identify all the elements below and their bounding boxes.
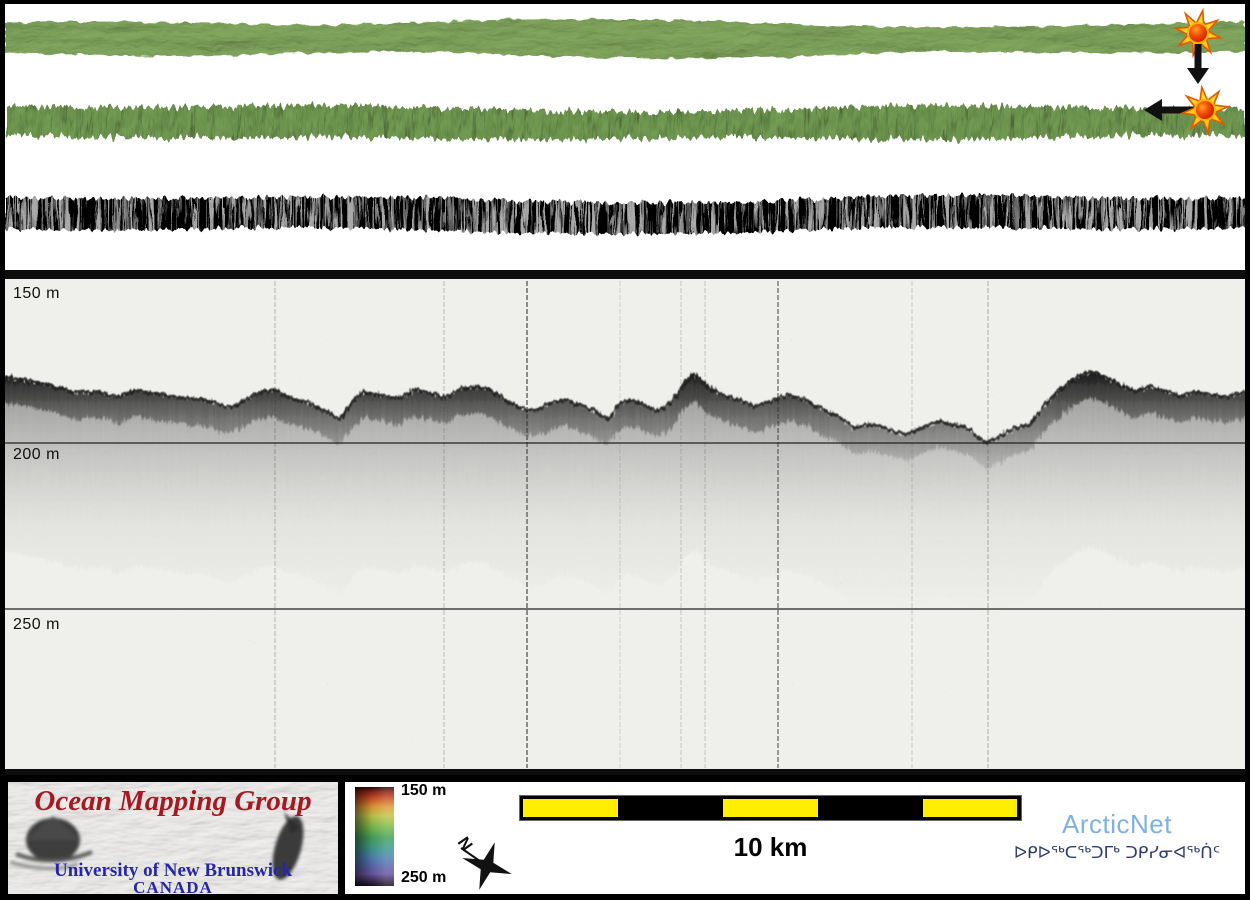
omg-logo-background [8,782,338,894]
omg-country: CANADA [133,878,213,894]
starburst-icon [1179,84,1231,136]
scale-bar-segment [923,799,1017,817]
scale-bar [519,795,1022,821]
depth-label-200: 200 m [13,446,60,463]
north-label: N [454,833,477,854]
depth-gridlines [5,442,1245,610]
omg-title: Ocean Mapping Group [34,785,312,817]
arcticnet-logo: ArcticNet ᐅᑭᐅᖅᑕᖅᑐᒥᒃ ᑐᑭᓯᓂᐊᖅᑏᑦ [989,809,1245,863]
omg-subtitle: University of New Brunswick [53,860,293,881]
arcticnet-name: ArcticNet [1062,809,1172,839]
noise-lines [274,281,989,768]
scale-bar-segment [523,799,618,817]
colorbar-bottom-label: 250 m [401,869,447,886]
seafloor-reflector-band [5,371,1245,469]
depth-label-250: 250 m [13,616,60,633]
starburst-icon [1172,7,1224,59]
legend-panel: 150 m 250 m N 10 km ArcticNet ᐅᑭᐅᖅᑕ [345,782,1245,894]
arcticnet-inuktitut: ᐅᑭᐅᖅᑕᖅᑐᒥᒃ ᑐᑭᓯᓂᐊᖅᑏᑦ [1013,843,1221,863]
swath-section [5,4,1245,270]
backscatter-swath [5,188,1245,238]
seafloor-crest [5,369,1245,445]
colorbar-top-label: 150 m [401,782,447,799]
starburst-marker-1 [1172,7,1224,84]
sonar-target-left [9,816,93,870]
sonar-target-right [272,812,304,880]
bathymetry-swath-2 [5,98,1245,146]
echogram-plot [5,279,1245,769]
subbottom-echogram: 150 m 200 m 250 m [5,270,1245,775]
depth-colorbar [355,787,394,886]
omg-logo: Ocean Mapping Group University of New Br… [8,782,338,894]
north-arrow: N [454,833,512,890]
bathymetry-swath-1 [5,14,1245,62]
left-arrow-icon [1144,99,1210,121]
starburst-marker-2 [1144,84,1231,136]
scale-bar-segment [723,799,818,817]
footer: Ocean Mapping Group University of New Br… [0,775,1250,900]
depth-label-150: 150 m [13,285,60,302]
down-arrow-icon [1187,44,1209,84]
scale-bar-label: 10 km [733,832,808,862]
compass-star-icon [462,842,512,890]
